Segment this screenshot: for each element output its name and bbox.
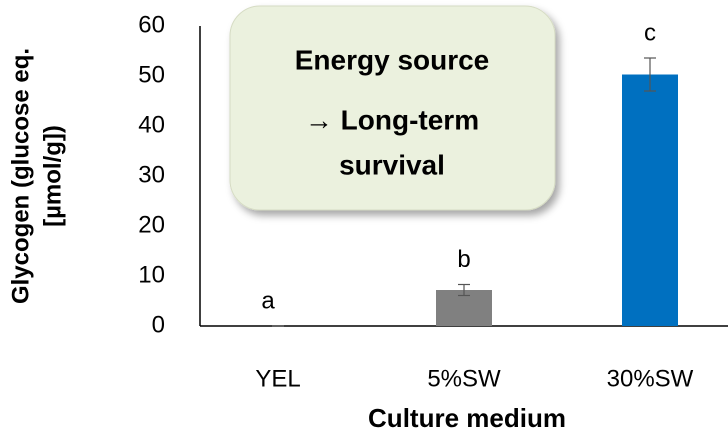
y-tick-label: 50 bbox=[138, 61, 165, 88]
error-bar bbox=[458, 283, 470, 297]
x-tick-label: 5%SW bbox=[427, 365, 501, 392]
y-axis-label: [µmol/g]) bbox=[39, 125, 66, 227]
x-axis-label: Culture medium bbox=[368, 403, 566, 433]
y-tick-label: 0 bbox=[152, 311, 165, 338]
annotation-text: Energy source bbox=[295, 44, 490, 75]
significance-letter: a bbox=[261, 287, 275, 314]
error-bar bbox=[644, 57, 656, 92]
y-tick-label: 20 bbox=[138, 211, 165, 238]
x-tick-label: YEL bbox=[255, 365, 300, 392]
bar bbox=[622, 74, 678, 326]
annotation-text: survival bbox=[339, 149, 445, 180]
y-axis-label: Glycogen (glucose eq. bbox=[7, 48, 34, 304]
annotation-text: → Long-term bbox=[305, 104, 479, 135]
y-tick-label: 60 bbox=[138, 11, 165, 38]
significance-letter: b bbox=[457, 246, 470, 273]
y-tick-label: 30 bbox=[138, 161, 165, 188]
x-tick-label: 30%SW bbox=[607, 365, 694, 392]
annotation-box bbox=[229, 5, 556, 211]
y-tick-label: 40 bbox=[138, 111, 165, 138]
y-tick-label: 10 bbox=[138, 261, 165, 288]
significance-letter: c bbox=[644, 19, 656, 46]
